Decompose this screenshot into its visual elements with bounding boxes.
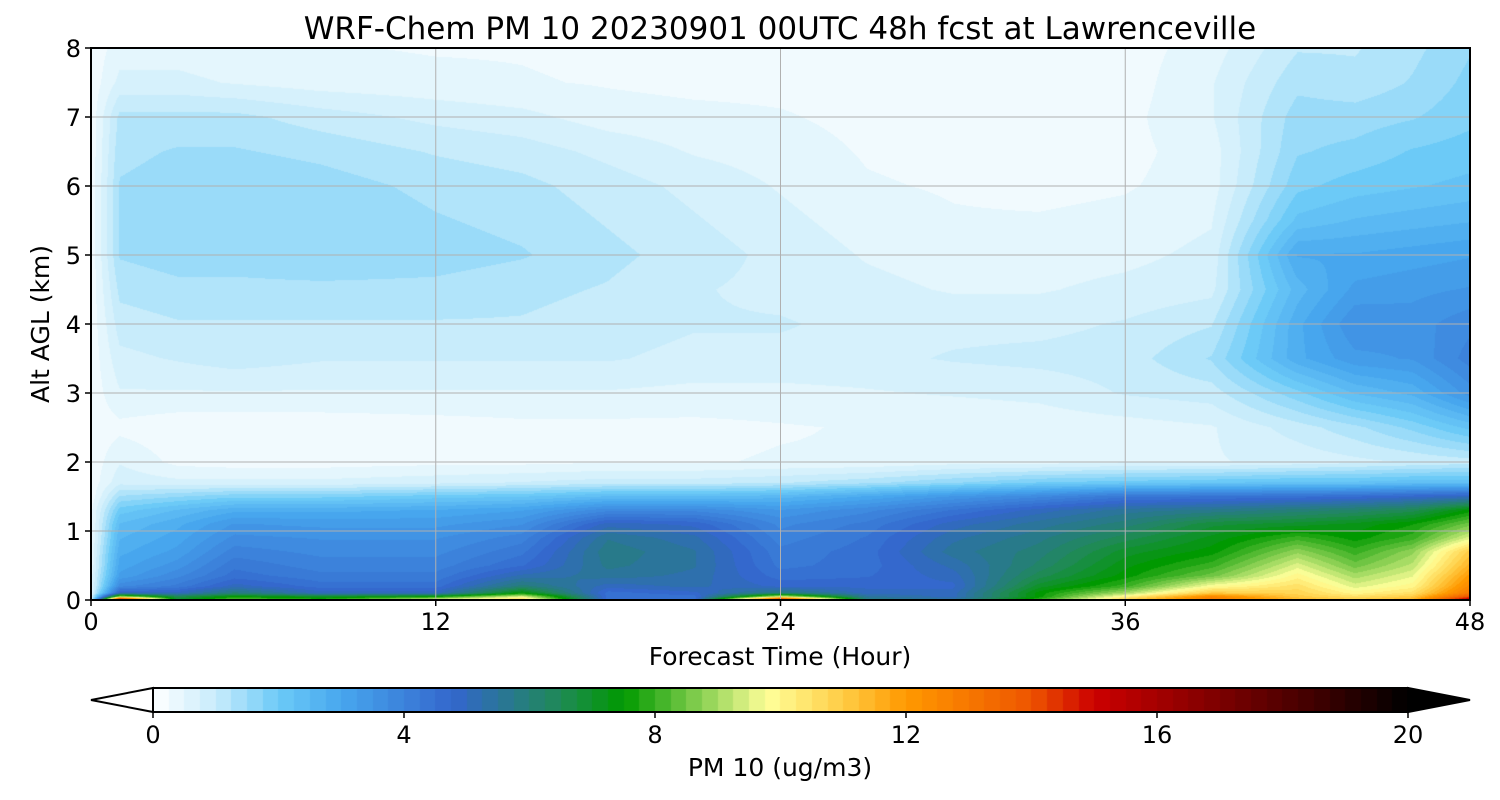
colorbar-tick-label: 12 <box>891 721 922 749</box>
colorbar: 0 4 8 12 16 20 <box>90 686 1471 749</box>
colorbar-tick-label: 8 <box>647 721 662 749</box>
y-tick-label: 8 <box>66 35 81 63</box>
y-axis: 0 1 2 3 4 5 6 7 8 <box>66 35 91 615</box>
colorbar-tick-label: 20 <box>1393 721 1424 749</box>
y-tick-label: 1 <box>66 518 81 546</box>
x-tick-label: 0 <box>83 608 98 636</box>
colorbar-tick-label: 0 <box>145 721 160 749</box>
y-tick-label: 0 <box>66 587 81 615</box>
y-tick-label: 3 <box>66 380 81 408</box>
colorbar-tick-label: 16 <box>1142 721 1173 749</box>
x-tick-label: 36 <box>1110 608 1141 636</box>
y-tick-label: 2 <box>66 449 81 477</box>
colorbar-high-extend <box>1407 686 1471 714</box>
colorbar-low-extend <box>90 686 154 714</box>
x-axis-label: Forecast Time (Hour) <box>649 642 912 671</box>
x-axis: 0 12 24 36 48 <box>83 600 1485 636</box>
y-tick-label: 4 <box>66 311 81 339</box>
chart-title: WRF-Chem PM 10 20230901 00UTC 48h fcst a… <box>304 11 1256 47</box>
x-tick-label: 48 <box>1455 608 1486 636</box>
colorbar-tick-label: 4 <box>396 721 411 749</box>
y-tick-label: 6 <box>66 173 81 201</box>
x-tick-label: 24 <box>765 608 796 636</box>
y-axis-label: Alt AGL (km) <box>26 245 55 403</box>
colorbar-ticks: 0 4 8 12 16 20 <box>145 712 1423 749</box>
y-tick-label: 7 <box>66 104 81 132</box>
x-tick-label: 12 <box>420 608 451 636</box>
colorbar-gradient <box>153 688 1408 712</box>
y-tick-label: 5 <box>66 242 81 270</box>
colorbar-label: PM 10 (ug/m3) <box>688 753 872 782</box>
